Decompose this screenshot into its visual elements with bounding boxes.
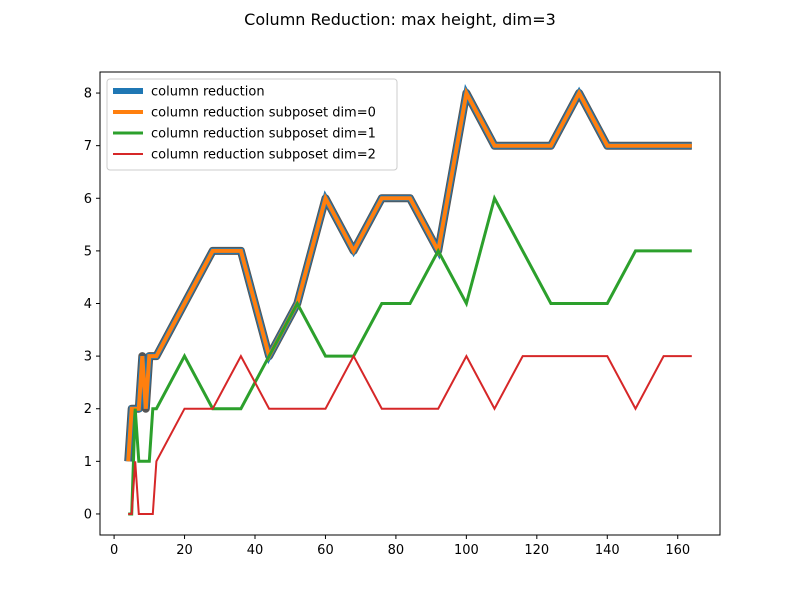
x-tick-label: 0 — [110, 543, 118, 558]
series-line — [126, 86, 692, 462]
x-tick-label: 40 — [247, 543, 264, 558]
y-tick-label: 4 — [84, 297, 92, 312]
legend-label: column reduction — [151, 85, 265, 100]
x-tick-label: 100 — [454, 543, 479, 558]
chart-title: Column Reduction: max height, dim=3 — [244, 10, 556, 29]
legend-label: column reduction subposet dim=1 — [151, 127, 376, 142]
y-tick-label: 6 — [84, 192, 92, 207]
legend: column reduction column reduction subpose… — [106, 78, 398, 171]
series-layer — [124, 83, 692, 516]
y-tick-label: 2 — [84, 402, 92, 417]
legend-label: column reduction subposet dim=2 — [151, 148, 376, 163]
x-tick-label: 160 — [665, 543, 690, 558]
legend-box — [106, 78, 398, 171]
x-tick-label: 80 — [388, 543, 405, 558]
y-tick-label: 5 — [84, 244, 92, 259]
series-line — [128, 194, 692, 516]
x-tick-label: 120 — [524, 543, 549, 558]
x-tick-label: 20 — [176, 543, 193, 558]
x-tick-label: 60 — [317, 543, 334, 558]
y-tick-label: 7 — [84, 139, 92, 154]
series-line — [128, 353, 692, 515]
y-tick-label: 0 — [84, 507, 92, 522]
y-tick-label: 8 — [84, 87, 92, 102]
legend-label: column reduction subposet dim=0 — [151, 106, 376, 121]
y-tick-label: 1 — [84, 455, 92, 470]
ticks-layer: 0 20 40 60 80 100 120 140 160 0 1 2 3 4 5 6 7 8 — [84, 87, 690, 558]
y-tick-label: 3 — [84, 350, 92, 365]
x-tick-label: 140 — [595, 543, 620, 558]
